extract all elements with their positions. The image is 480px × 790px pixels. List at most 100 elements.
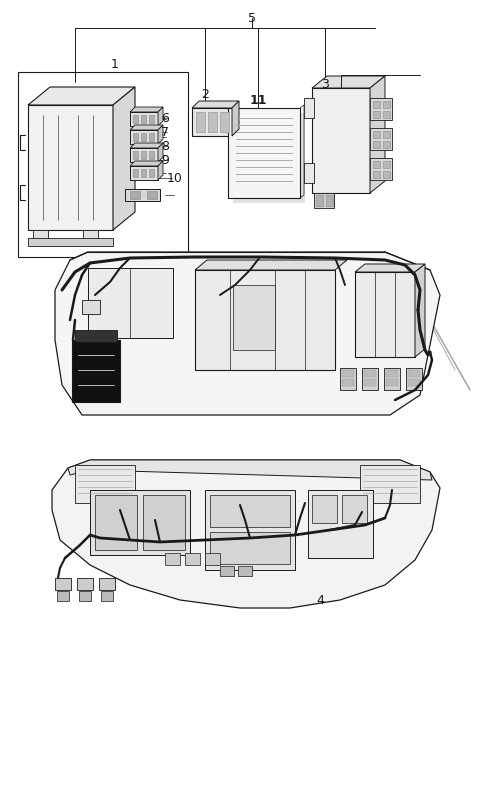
Bar — [141, 115, 146, 123]
Bar — [370, 158, 392, 180]
Bar — [133, 115, 138, 123]
Polygon shape — [370, 76, 385, 193]
Bar — [210, 495, 290, 527]
Bar — [383, 141, 390, 148]
Bar — [373, 171, 380, 178]
Bar — [304, 163, 314, 183]
Bar — [383, 131, 390, 138]
Bar — [130, 191, 140, 199]
Bar — [205, 553, 220, 565]
Text: 9: 9 — [161, 153, 169, 167]
Bar — [125, 189, 160, 201]
Bar — [130, 130, 158, 144]
Bar — [75, 465, 135, 503]
Polygon shape — [130, 125, 163, 130]
Bar — [147, 191, 157, 199]
Bar — [95, 495, 137, 550]
Bar — [79, 591, 91, 601]
Bar — [373, 101, 380, 108]
Bar — [195, 270, 335, 370]
Bar — [149, 115, 154, 123]
Polygon shape — [130, 107, 163, 112]
Bar — [149, 169, 154, 177]
Bar — [373, 141, 380, 148]
Bar — [33, 230, 48, 240]
Bar — [57, 591, 69, 601]
Bar — [340, 368, 356, 390]
Bar — [383, 111, 390, 118]
Bar — [77, 578, 93, 590]
Polygon shape — [158, 143, 163, 162]
Bar — [342, 379, 354, 386]
Polygon shape — [113, 87, 135, 230]
Bar — [141, 133, 146, 141]
Bar — [141, 169, 146, 177]
Bar — [342, 495, 367, 523]
Polygon shape — [192, 101, 239, 108]
Bar — [143, 495, 185, 550]
Polygon shape — [355, 264, 425, 272]
Bar — [192, 108, 232, 136]
Bar — [233, 285, 275, 350]
Text: 5: 5 — [248, 12, 256, 24]
Bar — [83, 230, 98, 240]
Bar — [383, 161, 390, 168]
Text: 6: 6 — [161, 111, 169, 125]
Bar — [373, 111, 380, 118]
Bar — [133, 133, 138, 141]
Bar — [373, 161, 380, 168]
Bar — [55, 578, 71, 590]
Bar — [238, 566, 252, 576]
Bar — [384, 368, 400, 390]
Bar — [386, 370, 398, 377]
Polygon shape — [195, 260, 347, 270]
Bar — [208, 112, 217, 132]
Bar — [220, 112, 229, 132]
Polygon shape — [158, 107, 163, 126]
Bar — [355, 272, 415, 357]
Bar — [408, 370, 420, 377]
Bar — [406, 368, 422, 390]
Bar — [210, 532, 290, 564]
Bar — [130, 148, 158, 162]
Bar — [316, 195, 323, 206]
Bar — [130, 112, 158, 126]
Bar — [312, 88, 370, 193]
Bar — [326, 195, 333, 206]
Text: 11: 11 — [249, 93, 267, 107]
Bar — [82, 300, 100, 314]
Bar — [304, 98, 314, 118]
Bar — [149, 151, 154, 159]
Polygon shape — [415, 264, 425, 357]
Bar — [141, 151, 146, 159]
Polygon shape — [28, 105, 113, 230]
Bar — [373, 131, 380, 138]
Bar — [130, 166, 158, 180]
Bar — [383, 171, 390, 178]
Polygon shape — [158, 125, 163, 144]
Polygon shape — [28, 87, 135, 105]
Bar — [185, 553, 200, 565]
Bar — [370, 128, 392, 150]
Bar — [165, 553, 180, 565]
Text: 4: 4 — [316, 593, 324, 607]
Bar — [149, 133, 154, 141]
Bar — [312, 495, 337, 523]
Text: 8: 8 — [161, 140, 169, 152]
Bar — [220, 566, 234, 576]
Bar — [101, 591, 113, 601]
Bar — [18, 72, 188, 257]
Bar — [370, 98, 392, 120]
Bar — [364, 370, 376, 377]
Bar — [364, 379, 376, 386]
Polygon shape — [130, 161, 163, 166]
Polygon shape — [232, 101, 239, 136]
Polygon shape — [130, 143, 163, 148]
Bar — [133, 169, 138, 177]
Bar — [228, 108, 300, 198]
Bar — [72, 340, 120, 402]
Polygon shape — [68, 460, 432, 480]
Bar — [233, 113, 305, 203]
Polygon shape — [52, 460, 440, 608]
Bar — [90, 490, 190, 555]
